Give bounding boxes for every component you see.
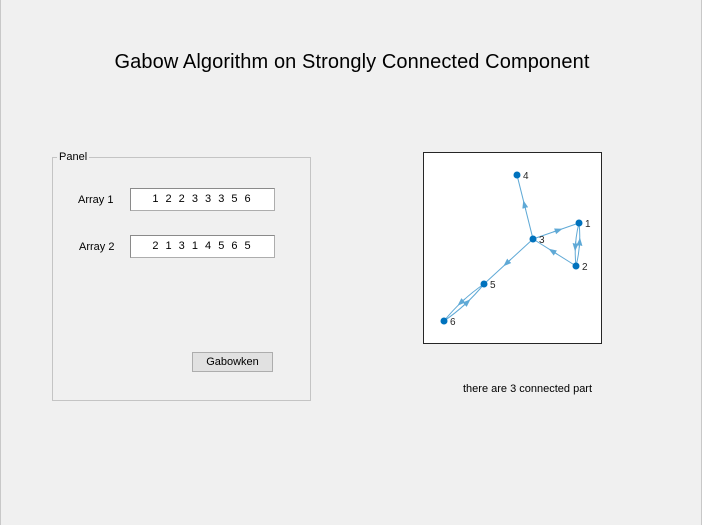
status-text: there are 3 connected part xyxy=(463,383,593,395)
graph-node xyxy=(572,262,580,270)
node-label: 6 xyxy=(450,317,456,328)
array1-input[interactable]: 1 2 2 3 3 3 5 6 xyxy=(130,188,275,211)
graph-node xyxy=(513,171,521,179)
edge-arrow xyxy=(522,200,529,211)
edge-arrow xyxy=(548,248,558,256)
node-label: 3 xyxy=(539,235,545,246)
array2-label: Array 2 xyxy=(79,241,115,253)
graph-edge xyxy=(443,283,485,322)
edge-arrow xyxy=(462,299,471,307)
node-label: 5 xyxy=(490,280,496,291)
graph-edge xyxy=(443,283,485,322)
graph-node xyxy=(440,317,448,325)
array2-input[interactable]: 2 1 3 1 4 5 6 5 xyxy=(130,235,275,258)
edge-arrow xyxy=(503,258,512,267)
graph-node xyxy=(575,219,583,227)
page-title: Gabow Algorithm on Strongly Connected Co… xyxy=(114,51,590,73)
array1-label: Array 1 xyxy=(78,194,114,206)
node-label: 1 xyxy=(585,219,591,230)
graph-plot: 1 2 3 4 5 6 xyxy=(440,171,591,328)
panel-title: Panel xyxy=(57,151,90,163)
graph-node xyxy=(529,235,537,243)
edge-arrow xyxy=(457,298,466,306)
gabowken-button[interactable]: Gabowken xyxy=(192,352,273,372)
edge-arrow xyxy=(553,228,563,235)
graph-axes: 1 2 3 4 5 6 xyxy=(423,152,602,344)
graph-node xyxy=(480,280,488,288)
input-panel: Panel Array 1 1 2 2 3 3 3 5 6 Array 2 2 … xyxy=(52,151,311,401)
node-label: 2 xyxy=(582,262,588,273)
node-label: 4 xyxy=(523,171,529,182)
